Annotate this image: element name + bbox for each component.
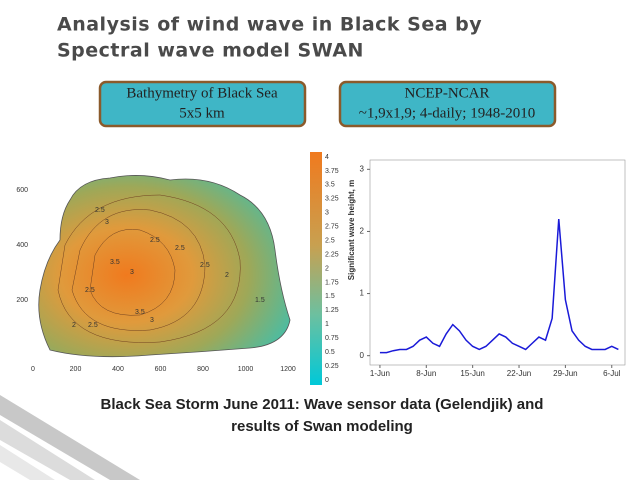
colorbar-label: 3.25: [325, 196, 339, 203]
wave-chart: Significant wave height, m 0 1 2 3 1-Jun 8-Ju…: [347, 159, 626, 378]
colorbar-label: 0: [325, 377, 329, 384]
colorbar-label: 3.5: [325, 182, 335, 189]
y-tick-label: 2: [360, 227, 365, 236]
contour-label: 2.5: [175, 245, 185, 252]
colorbar-label: 0.75: [325, 335, 339, 342]
info-box: [98, 80, 307, 128]
y-tick-label: 0: [360, 351, 365, 360]
colorbar-label: 2.75: [325, 224, 339, 231]
map-y-label: 600: [16, 187, 28, 194]
box-text: Bathymetry of Black Sea: [126, 85, 278, 101]
contour-label: 2.5: [88, 322, 98, 329]
map-y-label: 400: [16, 242, 28, 249]
contour-label: 3: [130, 269, 134, 276]
colorbar-label: 1.5: [325, 293, 335, 300]
x-tick-label: 22-Jun: [507, 369, 531, 378]
contour-label: 3: [150, 317, 154, 324]
colorbar-label: 2.5: [325, 237, 335, 244]
map-y-label: 200: [16, 297, 28, 304]
map-x-label: 200: [70, 366, 82, 373]
contour-label: 2.5: [150, 237, 160, 244]
map-x-label: 1000: [238, 366, 254, 373]
contour-label: 3.5: [110, 259, 120, 266]
colorbar-label: 4: [325, 154, 329, 161]
contour: [71, 209, 206, 331]
colorbar-label: 0.5: [325, 349, 335, 356]
map-x-label: 600: [155, 366, 167, 373]
bathymetry-map: 0 200 400 600 800 1000 1200 600 400 200 4 3.75 3.5 3.…: [16, 152, 339, 385]
x-tick-label: 8-Jun: [416, 369, 436, 378]
caption-line: results of Swan modeling: [231, 418, 413, 435]
caption-line: Black Sea Storm June 2011: Wave sensor d…: [101, 396, 544, 413]
box-text: ~1,9x1,9; 4-daily; 1948-2010: [359, 105, 535, 121]
contour-label: 1.5: [255, 297, 265, 304]
wave-line: [379, 218, 619, 354]
colorbar-label: 3: [325, 210, 329, 217]
colorbar-label: 2: [325, 265, 329, 272]
contour-label: 2: [225, 272, 229, 279]
x-tick-label: 15-Jun: [460, 369, 484, 378]
map-x-label: 800: [197, 366, 209, 373]
y-axis-label: Significant wave height, m: [347, 180, 356, 280]
box-text: 5x5 km: [179, 105, 225, 121]
y-tick-label: 1: [360, 289, 365, 298]
title-line: Analysis of wind wave in Black Sea by: [57, 14, 482, 36]
colorbar-label: 3.75: [325, 168, 339, 175]
contour-label: 2: [72, 322, 76, 329]
contour: [89, 229, 176, 316]
box-text: NCEP-NCAR: [404, 85, 489, 101]
x-tick-label: 29-Jun: [553, 369, 577, 378]
contour-label: 2.5: [85, 287, 95, 294]
x-tick-label: 6-Jul: [603, 369, 621, 378]
contour-label: 2.5: [200, 262, 210, 269]
x-tick-label: 1-Jun: [370, 369, 390, 378]
sea-shape: [38, 175, 291, 358]
colorbar: [310, 152, 322, 385]
plot-frame: [369, 159, 626, 366]
contour-label: 3: [105, 219, 109, 226]
colorbar-label: 1: [325, 321, 329, 328]
y-tick-label: 3: [360, 164, 365, 173]
contour: [57, 194, 241, 343]
info-box: [338, 80, 557, 128]
colorbar-label: 2.25: [325, 251, 339, 258]
contour-label: 3.5: [135, 309, 145, 316]
contour-label: 2.5: [95, 207, 105, 214]
colorbar-label: 1.75: [325, 279, 339, 286]
map-x-label: 1200: [280, 366, 296, 373]
map-x-label: 0: [31, 366, 35, 373]
decor-stripes: [0, 395, 140, 480]
colorbar-label: 1.25: [325, 307, 339, 314]
map-x-label: 400: [112, 366, 124, 373]
colorbar-label: 0.25: [325, 363, 339, 370]
title-line: Spectral wave model SWAN: [57, 40, 364, 62]
